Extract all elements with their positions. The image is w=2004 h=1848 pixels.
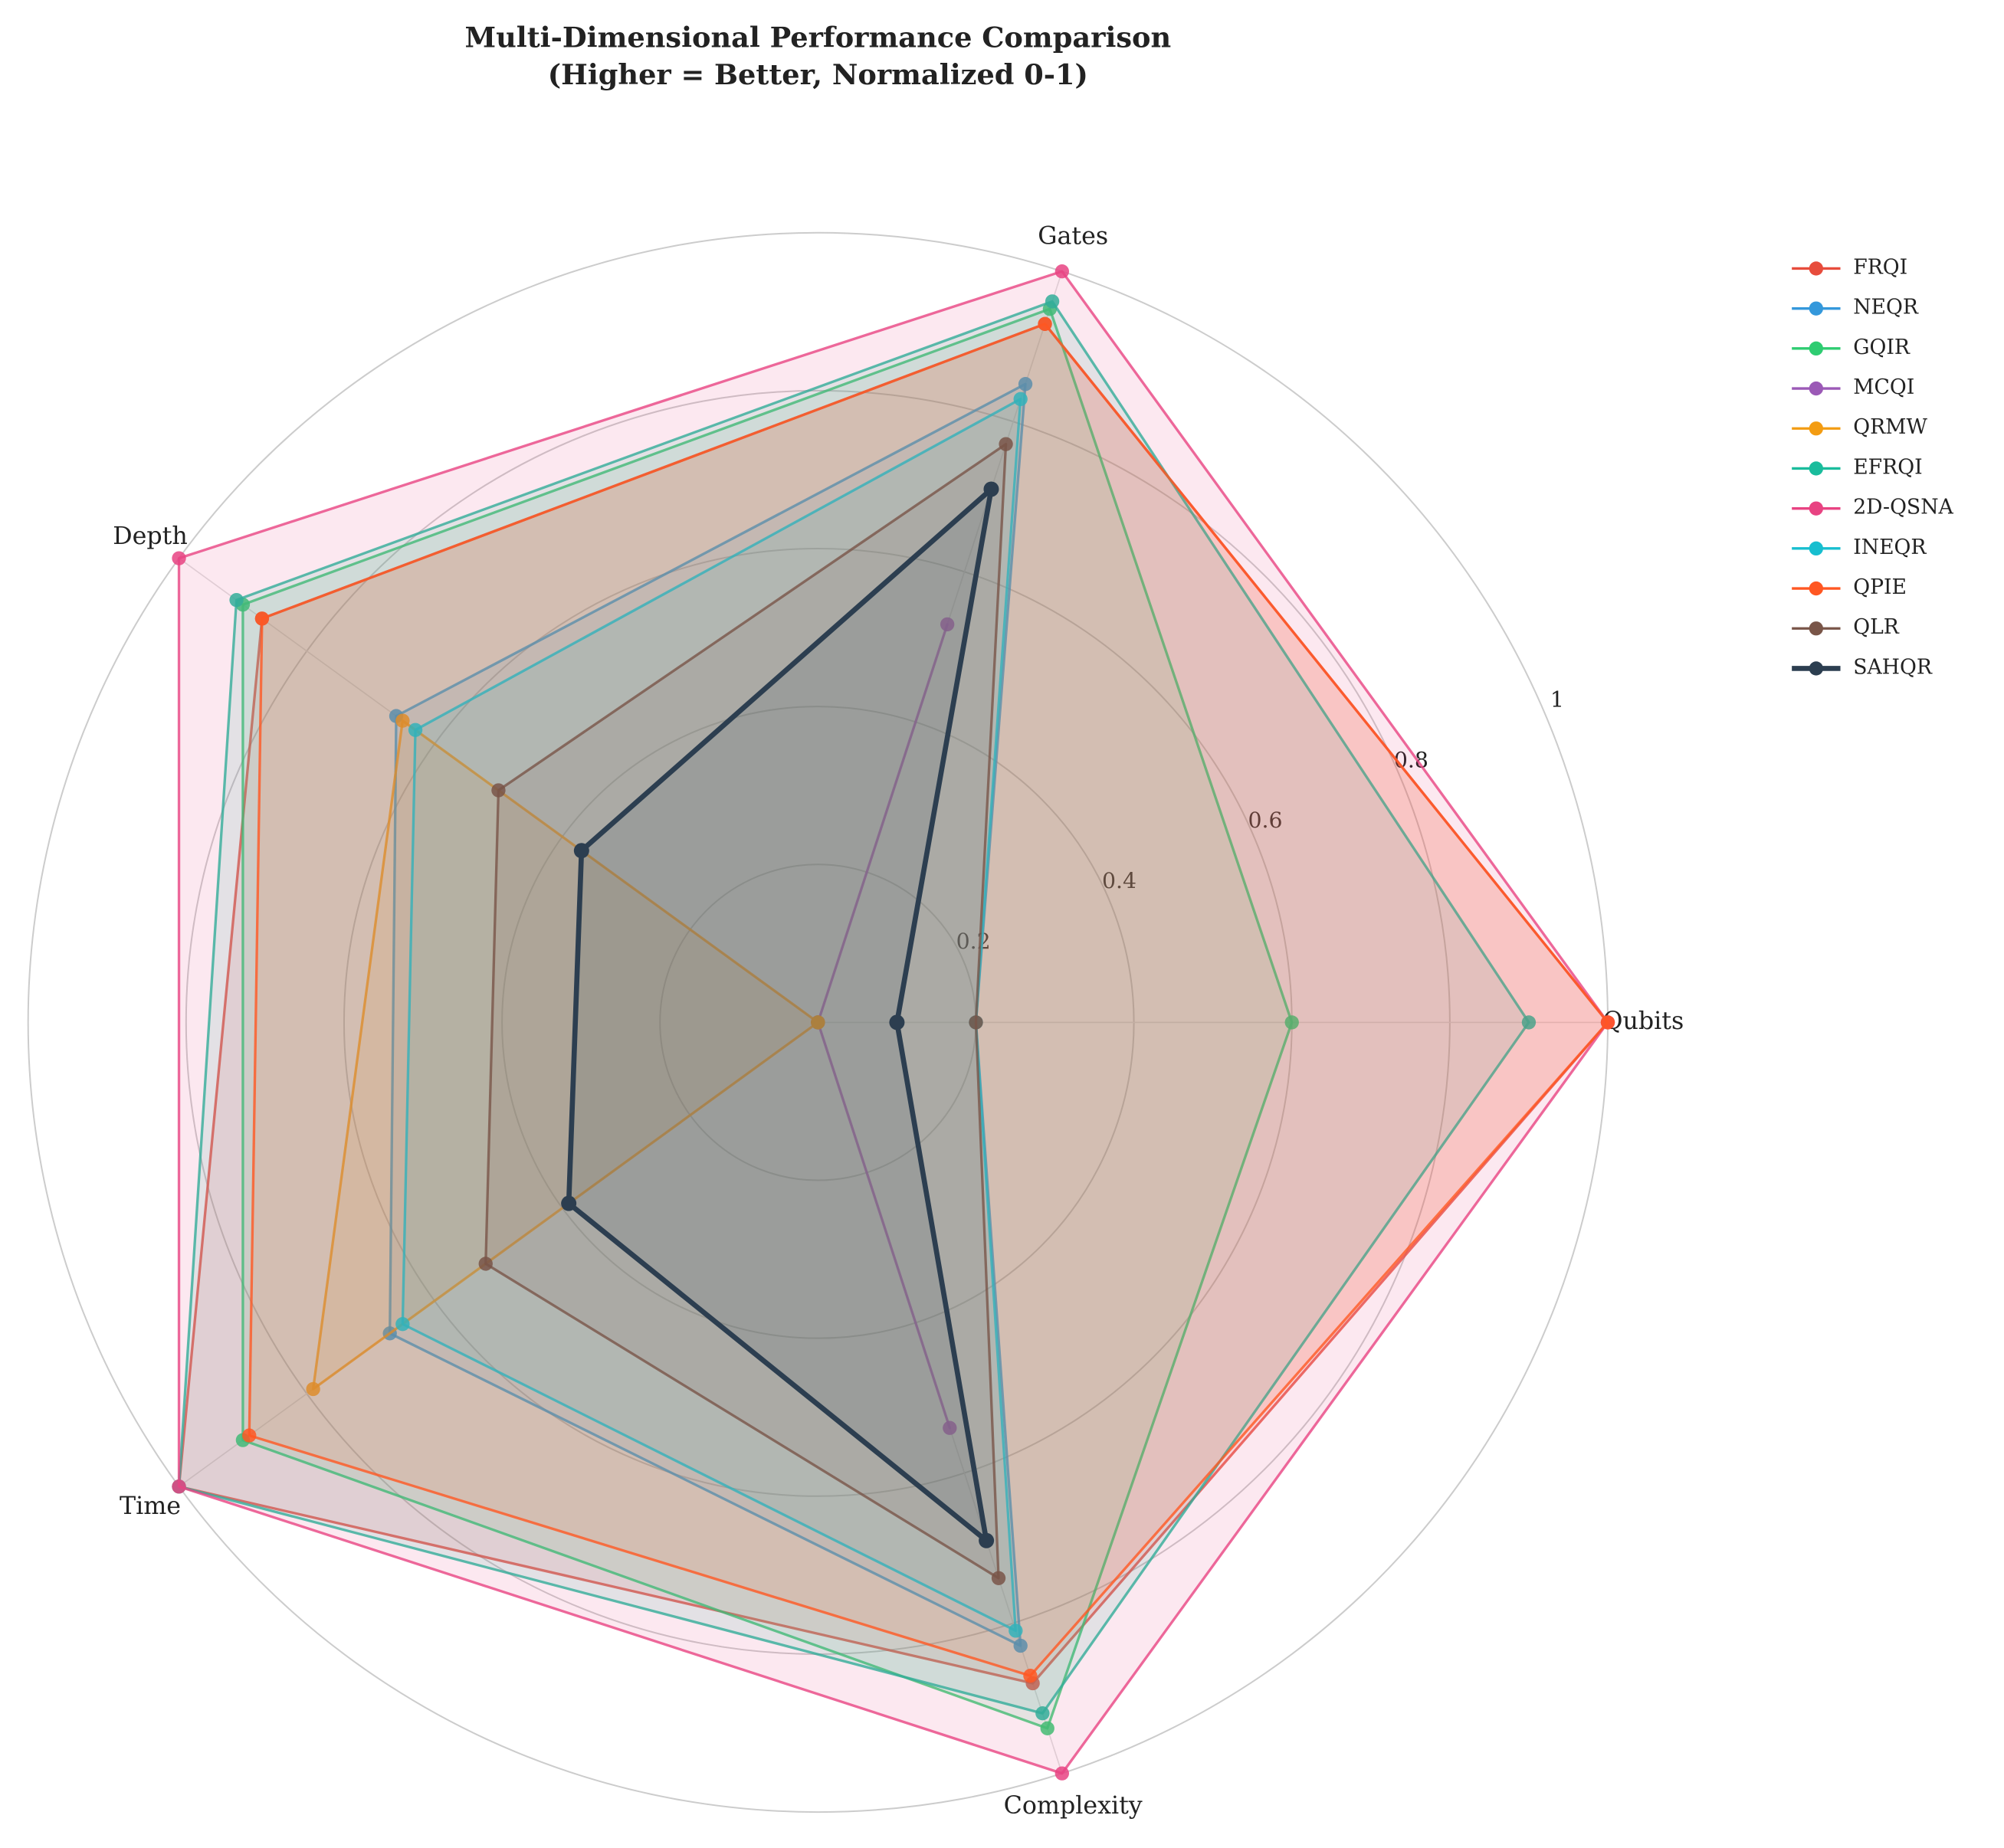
point: [1521, 1015, 1537, 1030]
series-area: [566, 487, 994, 1544]
chart-title: Multi-Dimensional Performance Comparison: [465, 21, 1172, 54]
legend-label: GQIR: [1853, 336, 1911, 359]
radial-tick-label: 0.2: [956, 929, 991, 954]
point: [1045, 294, 1060, 309]
point: [408, 722, 423, 737]
legend-marker: [1809, 621, 1824, 636]
point: [172, 1479, 186, 1494]
axis-label: Gates: [1038, 223, 1108, 251]
point: [491, 783, 506, 798]
axis-label: Qubits: [1603, 1008, 1684, 1035]
point: [395, 713, 410, 728]
point: [242, 1428, 257, 1443]
radial-tick-label: 1: [1550, 686, 1564, 712]
legend-label: QLR: [1853, 615, 1900, 639]
point: [254, 611, 270, 626]
legend-marker: [1809, 581, 1824, 596]
point: [1023, 1669, 1038, 1683]
legend: FRQI NEQR GQIR MCQI QRMW EFRQI 2D-QSNA INEQR QPI…: [1792, 255, 1954, 679]
legend-marker: [1809, 261, 1824, 276]
point: [306, 1381, 320, 1397]
point: [172, 551, 186, 565]
radial-tick-label: 0.4: [1102, 868, 1136, 893]
legend-label: FRQI: [1853, 255, 1907, 279]
series-area: [177, 300, 1530, 1715]
legend-marker: [1809, 501, 1824, 516]
point: [1018, 377, 1033, 392]
point: [1284, 1015, 1299, 1030]
point: [969, 1015, 983, 1030]
point: [1600, 1015, 1615, 1030]
point: [1054, 264, 1070, 279]
legend-label: QRMW: [1853, 415, 1927, 439]
series-area: [484, 442, 1008, 1580]
point: [1040, 1721, 1054, 1735]
legend-marker: [1809, 541, 1824, 556]
legend-marker: [1809, 661, 1824, 676]
point: [940, 617, 955, 632]
point: [1009, 1624, 1023, 1638]
point: [889, 1014, 905, 1030]
legend-label: INEQR: [1853, 536, 1927, 559]
point: [811, 1015, 825, 1030]
series-area: [401, 398, 1022, 1633]
point: [1035, 1706, 1050, 1721]
legend-label: NEQR: [1853, 296, 1919, 319]
point: [395, 1317, 410, 1332]
radial-tick-label: 0.6: [1248, 808, 1282, 833]
legend-marker: [1809, 381, 1824, 396]
legend-marker: [1809, 341, 1824, 356]
series-area: [248, 323, 1609, 1677]
legend-marker: [1809, 461, 1824, 476]
chart-subtitle: (Higher = Better, Normalized 0-1): [548, 58, 1088, 91]
point: [1038, 316, 1052, 331]
axis-label: Complexity: [1004, 1792, 1143, 1820]
axis-label: Time: [120, 1492, 181, 1520]
legend-label: QPIE: [1853, 575, 1907, 599]
point: [1013, 392, 1028, 407]
legend-label: EFRQI: [1853, 455, 1922, 479]
point: [943, 1420, 957, 1435]
point: [229, 592, 244, 608]
point: [991, 1571, 1006, 1585]
legend-label: 2D-QSNA: [1853, 496, 1953, 519]
legend-marker: [1809, 421, 1824, 436]
plot-area: [172, 264, 1615, 1781]
point: [478, 1257, 493, 1271]
legend-label: MCQI: [1853, 375, 1914, 399]
point: [561, 1195, 577, 1211]
point: [1054, 1766, 1070, 1781]
point: [999, 437, 1013, 451]
legend-marker: [1809, 301, 1824, 316]
point: [1013, 1638, 1028, 1653]
point: [979, 1532, 995, 1548]
axis-label: Depth: [113, 523, 188, 550]
series-area: [389, 382, 1027, 1647]
point: [983, 481, 999, 497]
point: [573, 843, 589, 859]
legend-label: SAHQR: [1853, 655, 1933, 679]
